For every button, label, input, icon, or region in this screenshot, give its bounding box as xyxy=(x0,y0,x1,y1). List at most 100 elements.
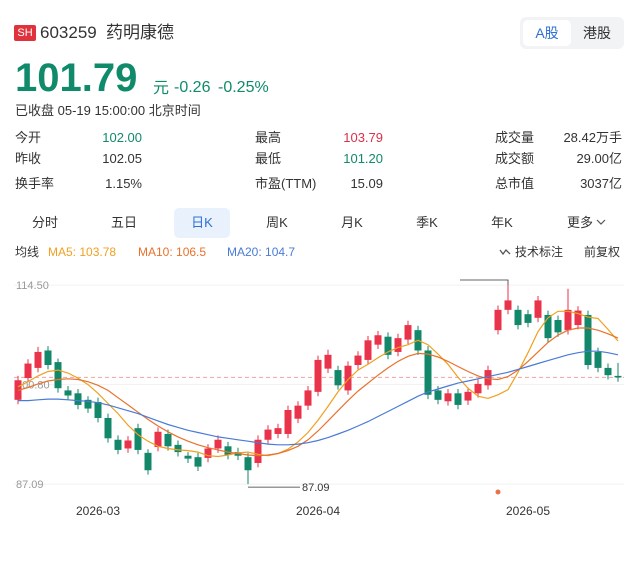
price-unit: 元 xyxy=(153,80,170,97)
candle-body xyxy=(544,314,552,339)
candle-body xyxy=(434,390,442,400)
candle-body xyxy=(364,340,372,360)
candle-body xyxy=(354,355,362,365)
period-tab[interactable]: 周K xyxy=(266,215,288,230)
candle-body xyxy=(124,440,132,449)
candle-body xyxy=(474,383,482,394)
candle-body xyxy=(314,359,322,392)
stock-code: 603259 xyxy=(40,23,97,42)
stat-value: 1.15% xyxy=(105,176,142,191)
candle-body xyxy=(554,320,562,333)
candle-body xyxy=(224,446,232,455)
period-tab[interactable]: 分时 xyxy=(31,215,58,230)
candle-body xyxy=(344,365,352,391)
candle-body xyxy=(24,363,32,379)
price: 101.79 xyxy=(15,56,138,100)
candle-body xyxy=(104,417,112,439)
candle-body xyxy=(34,351,42,368)
candle-body xyxy=(614,375,622,378)
market-status: 已收盘 05-19 15:00:00 北京时间 xyxy=(15,103,201,118)
ma-line xyxy=(17,310,619,458)
market-tab[interactable]: 港股 xyxy=(583,25,611,41)
market-tab[interactable]: A股 xyxy=(523,20,571,46)
stat-label: 换手率 xyxy=(15,176,55,191)
stat-label: 最低 xyxy=(255,151,282,166)
candle-body xyxy=(324,354,332,369)
chevron xyxy=(596,219,606,225)
candle-body xyxy=(504,300,512,310)
stat-value: 29.00亿 xyxy=(576,151,622,166)
candle-body xyxy=(54,362,62,389)
high-marker xyxy=(460,279,509,286)
candle-body xyxy=(424,350,432,395)
candle-body xyxy=(284,410,292,434)
tool-tech-mark[interactable]: 技术标注 xyxy=(515,245,564,259)
candle-body xyxy=(204,448,212,458)
ma-legend: MA20: 104.7 xyxy=(227,245,296,259)
candle-body xyxy=(444,393,452,402)
y-tick-label: 114.50 xyxy=(16,280,49,292)
stat-value: 101.20 xyxy=(343,151,383,166)
period-tab[interactable]: 日K xyxy=(191,215,213,230)
candle-body xyxy=(274,428,282,434)
candle-body xyxy=(404,325,412,340)
candle-body xyxy=(334,370,342,386)
stat-value: 103.79 xyxy=(343,130,383,145)
candle-body xyxy=(44,350,52,365)
candle-body xyxy=(494,309,502,331)
candle-body xyxy=(484,370,492,386)
candle-body xyxy=(114,439,122,450)
stock-name: 药明康德 xyxy=(106,23,174,42)
indicator-title: 均线 xyxy=(15,245,40,259)
stat-label: 成交量 xyxy=(495,130,535,145)
event-dot xyxy=(495,489,501,495)
candle-body xyxy=(64,390,72,396)
candle-body xyxy=(144,452,152,471)
period-tab[interactable]: 五日 xyxy=(110,215,137,230)
ma-line xyxy=(18,350,619,446)
low-label: 87.09 xyxy=(302,482,330,494)
period-tab[interactable]: 月K xyxy=(341,215,363,230)
candle-body xyxy=(94,402,102,418)
candle-body xyxy=(214,439,222,449)
candle-body xyxy=(604,367,612,376)
ma-legend: MA10: 106.5 xyxy=(138,245,207,259)
candle-body xyxy=(574,310,582,326)
candle-body xyxy=(304,390,312,406)
stat-label: 昨收 xyxy=(15,151,42,166)
candle-body xyxy=(264,429,272,440)
stat-label: 最高 xyxy=(255,130,282,145)
x-tick-label: 2026-03 xyxy=(76,504,120,518)
period-tab[interactable]: 更多 xyxy=(566,215,593,230)
candle-body xyxy=(464,391,472,401)
ma-line xyxy=(17,327,619,457)
candle-body xyxy=(514,309,522,326)
candle-body xyxy=(164,433,172,447)
candle-body xyxy=(74,393,82,405)
candle-body xyxy=(454,393,462,405)
candle-body xyxy=(384,336,392,355)
stat-label: 今开 xyxy=(15,130,42,145)
candle-body xyxy=(154,431,162,448)
period-tab[interactable]: 季K xyxy=(416,215,438,230)
stat-label: 总市值 xyxy=(495,176,535,191)
candle-body xyxy=(524,314,532,323)
tool-icon xyxy=(499,249,511,256)
candle-body xyxy=(134,428,142,450)
candle-body xyxy=(174,444,182,453)
candle-body xyxy=(374,335,382,345)
stat-value: 102.00 xyxy=(102,130,142,145)
period-tab[interactable]: 年K xyxy=(491,215,513,230)
x-tick-label: 2026-05 xyxy=(506,504,550,518)
candle-body xyxy=(244,457,252,471)
y-tick-label: 87.09 xyxy=(16,479,44,491)
candle-body xyxy=(254,439,262,463)
x-tick-label: 2026-04 xyxy=(296,504,340,518)
ma-legend: MA5: 103.78 xyxy=(48,245,117,259)
tool-adjust[interactable]: 前复权 xyxy=(584,245,621,259)
exchange-badge: SH xyxy=(14,25,36,41)
candle-body xyxy=(534,300,542,318)
candle-body xyxy=(594,351,602,368)
